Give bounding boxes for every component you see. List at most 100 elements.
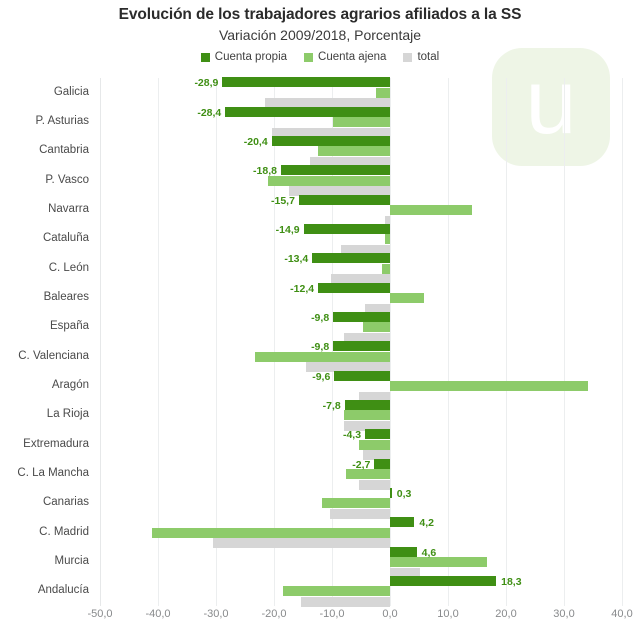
bar-total[interactable] <box>363 450 390 461</box>
category-label: La Rioja <box>46 408 89 421</box>
bar-value-label: -7,8 <box>322 399 341 412</box>
bar-value-label: -20,4 <box>243 135 268 148</box>
gridlines <box>0 78 640 606</box>
value-axis-labels: -50,0 -40,0 -30,0 -20,0 -10,0 0,0 10,0 20,0 30,0… <box>0 606 640 621</box>
bar-ajena[interactable] <box>317 146 390 157</box>
bar-propia[interactable] <box>280 165 390 176</box>
bar-ajena[interactable] <box>268 175 390 186</box>
bar-total[interactable] <box>358 479 390 490</box>
bar-total[interactable] <box>365 303 390 314</box>
bar-propia[interactable] <box>390 487 392 498</box>
category-label: P. Vasco <box>45 173 89 186</box>
chart-legend: Cuenta propia Cuenta ajena total <box>0 51 640 63</box>
chart-title: Evolución de los trabajadores agrarios a… <box>118 6 522 23</box>
bar-total[interactable] <box>390 567 420 578</box>
bar-ajena[interactable] <box>381 263 390 274</box>
category-label: Galicia <box>53 85 89 98</box>
bar-ajena[interactable] <box>390 293 425 303</box>
bar-total[interactable] <box>384 215 390 226</box>
bar-value-label: -13,4 <box>284 253 309 266</box>
bar-ajena[interactable] <box>385 234 390 245</box>
legend-swatch-icon <box>403 52 413 62</box>
bar-value-label: -15,7 <box>271 194 295 207</box>
bar-total[interactable] <box>305 362 390 373</box>
bar-ajena[interactable] <box>363 322 390 333</box>
value-axis-tick-label: -20,0 <box>261 608 287 620</box>
bar-ajena[interactable] <box>322 498 390 509</box>
bar-total[interactable] <box>341 244 390 255</box>
legend-label: Cuenta propia <box>214 51 288 63</box>
value-axis-tick-label: -40,0 <box>145 608 171 620</box>
bar-value-label: -14,9 <box>275 223 300 236</box>
category-axis-labels: Galicia P. Asturias Cantabria P. Vasco Navar… <box>0 78 94 606</box>
bar-total[interactable] <box>331 274 390 285</box>
brand-watermark: u <box>492 48 610 166</box>
value-axis-tick-label: -30,0 <box>203 608 229 620</box>
bar-propia[interactable] <box>390 546 417 557</box>
bar-propia[interactable] <box>271 135 390 146</box>
bar-ajena[interactable] <box>359 439 390 450</box>
bar-ajena[interactable] <box>255 351 390 362</box>
bar-propia[interactable] <box>225 106 390 117</box>
bar-propia[interactable] <box>374 458 390 469</box>
bar-total[interactable] <box>358 391 390 402</box>
bar-value-label: -4,3 <box>342 429 362 442</box>
legend-item[interactable]: Cuenta ajena <box>304 51 386 63</box>
legend-item[interactable]: total <box>403 51 439 63</box>
category-label: C. La Mancha <box>17 467 89 479</box>
category-label: C. León <box>48 261 89 274</box>
bar-total[interactable] <box>301 596 390 607</box>
bar-propia[interactable] <box>222 77 390 88</box>
bar-total[interactable] <box>309 156 390 167</box>
bar-propia[interactable] <box>390 517 415 528</box>
category-label: Baleares <box>43 291 89 303</box>
bar-value-label: -9,8 <box>311 341 330 354</box>
bar-propia[interactable] <box>312 253 390 264</box>
plot-area: Galicia P. Asturias Cantabria P. Vasco Navar… <box>0 77 640 620</box>
bar-propia[interactable] <box>365 429 390 440</box>
category-label: Aragón <box>51 379 89 391</box>
category-label: Andalucía <box>37 584 89 597</box>
gridline <box>390 78 391 606</box>
category-label: Cantabria <box>39 144 89 157</box>
bar-total[interactable] <box>289 186 390 197</box>
bar-value-label: -2,7 <box>352 458 371 471</box>
bar-total[interactable] <box>272 127 390 138</box>
bar-ajena[interactable] <box>345 469 390 479</box>
bar-propia[interactable] <box>390 575 497 586</box>
gridline <box>100 78 101 606</box>
gridline <box>622 78 623 606</box>
bar-propia[interactable] <box>298 194 390 205</box>
bar-value-label: -9,6 <box>312 370 331 383</box>
bar-ajena[interactable] <box>152 527 390 538</box>
bar-propia[interactable] <box>303 223 390 234</box>
gridline <box>274 78 275 606</box>
bar-ajena[interactable] <box>333 117 390 127</box>
bar-propia[interactable] <box>344 399 390 410</box>
bar-ajena[interactable] <box>390 557 488 567</box>
bar-propia[interactable] <box>333 311 390 322</box>
bar-total[interactable] <box>213 538 390 549</box>
title-block: Evolución de los trabajadores agrarios a… <box>0 0 640 43</box>
legend-item[interactable]: Cuenta propia <box>200 51 288 63</box>
bar-total[interactable] <box>344 332 390 343</box>
bar-total[interactable] <box>265 98 390 109</box>
category-label: Canarias <box>42 496 89 509</box>
bar-propia[interactable] <box>333 341 390 352</box>
bar-ajena[interactable] <box>376 87 390 98</box>
bar-propia[interactable] <box>334 370 390 381</box>
bar-ajena[interactable] <box>390 381 588 391</box>
bar-value-label: 4,6 <box>421 546 437 559</box>
bar-ajena[interactable] <box>343 410 390 421</box>
bar-ajena[interactable] <box>282 586 390 597</box>
bar-total[interactable] <box>343 420 390 431</box>
bar-value-label: -12,4 <box>290 282 315 295</box>
gridline <box>448 78 449 606</box>
bar-ajena[interactable] <box>390 205 472 215</box>
legend-swatch-icon <box>200 52 210 62</box>
category-label: Navarra <box>48 203 89 215</box>
bar-propia[interactable] <box>318 282 390 293</box>
bar-value-label: -18,8 <box>253 165 277 178</box>
bar-total[interactable] <box>330 508 390 519</box>
